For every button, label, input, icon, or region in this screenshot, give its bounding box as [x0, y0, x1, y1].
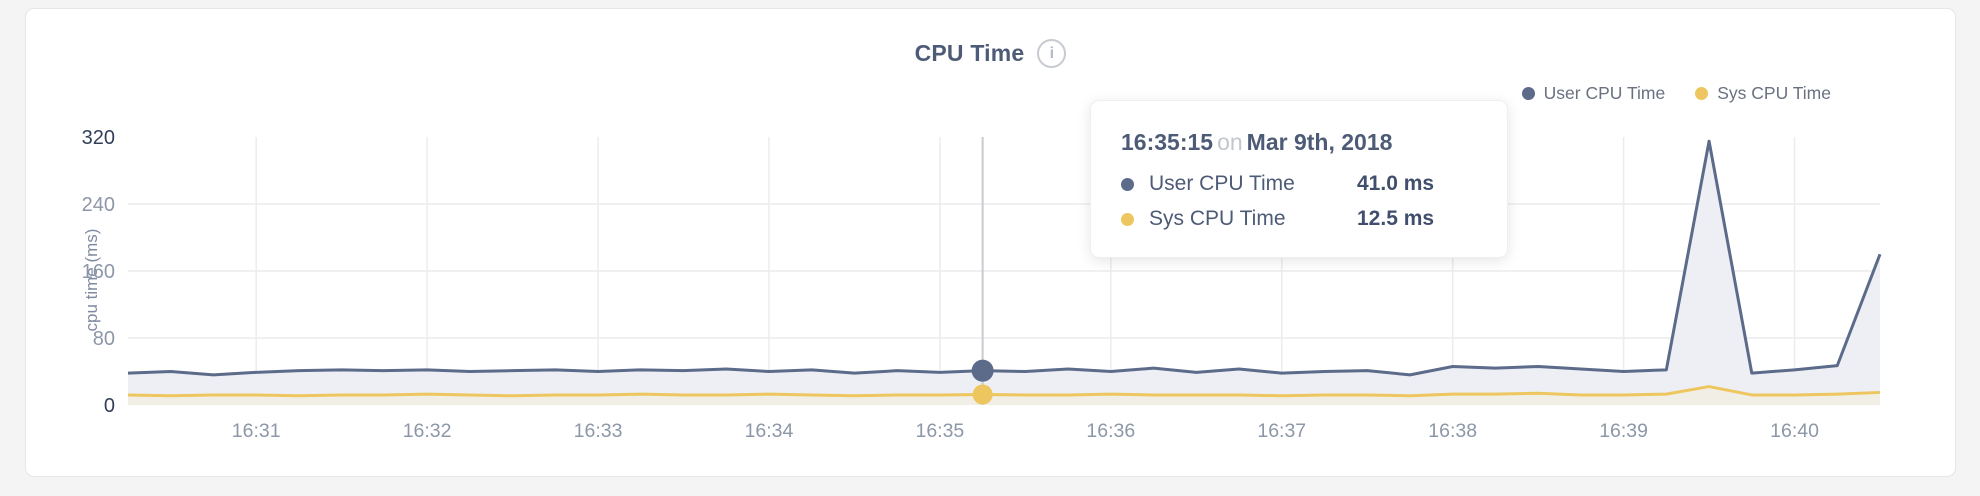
tooltip-label-sys: Sys CPU Time [1149, 207, 1286, 230]
tooltip-dot-user-icon [1121, 177, 1134, 191]
tooltip-row-user: User CPU Time 41.0 ms [1121, 172, 1477, 196]
x-tick-label: 16:34 [745, 420, 794, 442]
y-tick-label: 0 [104, 395, 115, 417]
tooltip-value-sys: 12.5 ms [1357, 207, 1435, 230]
legend-label-user: User CPU Time [1543, 83, 1666, 103]
tooltip-row-sys: Sys CPU Time 12.5 ms [1121, 207, 1477, 231]
tooltip-title: 16:35:15 on Mar 9th, 2018 [1121, 129, 1477, 156]
x-tick-label: 16:35 [915, 420, 964, 442]
hover-tooltip: 16:35:15 on Mar 9th, 2018 User CPU Time 41… [1090, 100, 1508, 258]
tooltip-date: Mar 9th, 2018 [1246, 129, 1393, 155]
tooltip-dot-sys-icon [1121, 212, 1134, 226]
legend-item-user-cpu-time[interactable]: User CPU Time [1521, 83, 1666, 104]
x-tick-label: 16:32 [403, 420, 452, 442]
x-tick-label: 16:38 [1428, 420, 1477, 442]
x-tick-label: 16:37 [1257, 420, 1306, 442]
x-tick-label: 16:36 [1086, 420, 1135, 442]
legend-item-sys-cpu-time[interactable]: Sys CPU Time [1695, 83, 1831, 104]
legend-label-sys: Sys CPU Time [1717, 83, 1831, 103]
chart-title: CPU Time [914, 40, 1025, 66]
legend-dot-sys-icon [1695, 87, 1709, 100]
x-tick-label: 16:31 [232, 420, 281, 442]
selected-point-sys [972, 384, 993, 405]
y-tick-label: 240 [82, 194, 115, 216]
y-tick-label: 320 [82, 127, 115, 149]
y-tick-label: 80 [93, 328, 115, 350]
selected-point-user [971, 359, 994, 382]
tooltip-value-user: 41.0 ms [1357, 172, 1435, 195]
tooltip-time: 16:35:15 [1121, 129, 1214, 155]
x-tick-label: 16:39 [1599, 420, 1648, 442]
tooltip-conjunction: on [1217, 129, 1243, 155]
chart-legend: User CPU Time Sys CPU Time [1521, 83, 1831, 104]
chart-header: CPU Time i [26, 39, 1955, 68]
tooltip-label-user: User CPU Time [1149, 172, 1295, 195]
series-line-1 [127, 385, 1881, 398]
x-tick-label: 16:40 [1770, 420, 1819, 442]
x-tick-label: 16:33 [574, 420, 623, 442]
legend-dot-user-icon [1521, 87, 1535, 100]
y-tick-label: 160 [82, 261, 115, 283]
info-icon[interactable]: i [1037, 39, 1067, 68]
series-line-0 [127, 139, 1882, 377]
series-area-0 [128, 141, 1880, 405]
